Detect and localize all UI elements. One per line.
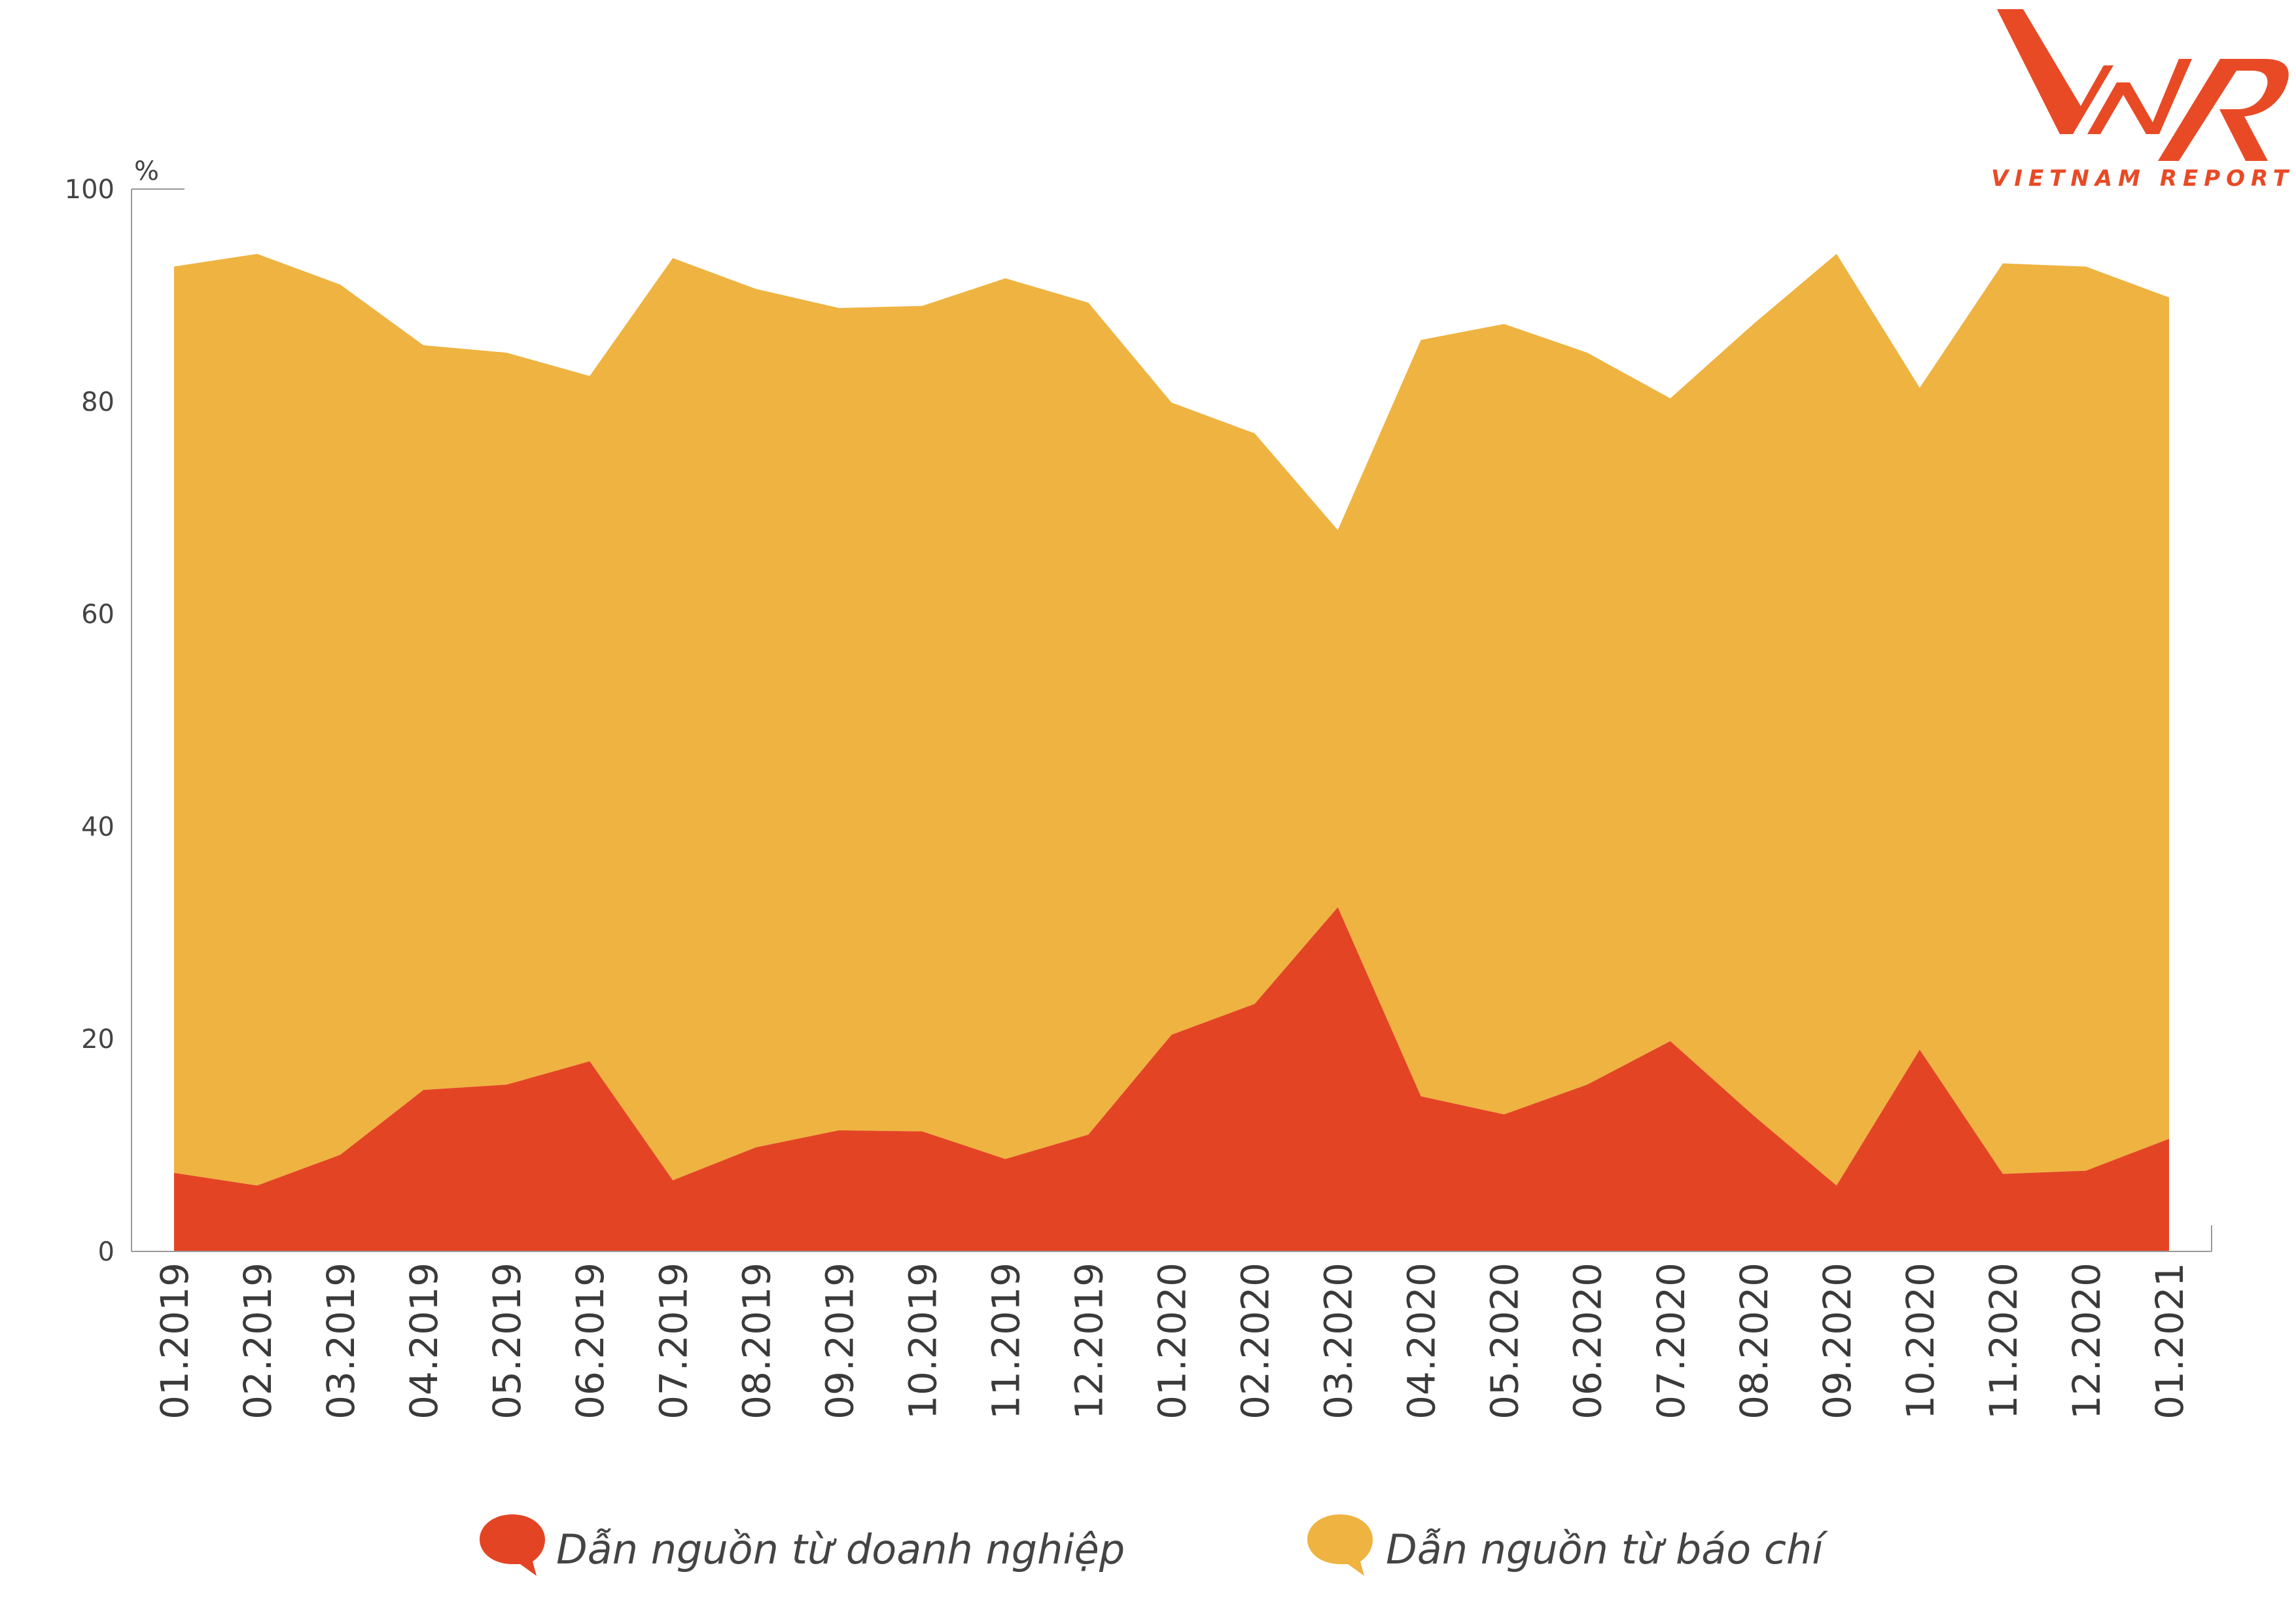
y-tick-label: 0 bbox=[98, 1237, 115, 1267]
x-tick-label: 09.2019 bbox=[817, 1263, 862, 1420]
y-tick-labels: 0 20 40 60 80 100 bbox=[65, 175, 115, 1267]
x-tick-label: 10.2020 bbox=[1898, 1263, 1943, 1420]
y-tick-label: 80 bbox=[81, 387, 115, 417]
x-tick-label: 01.2021 bbox=[2147, 1263, 2192, 1420]
area-series-1 bbox=[174, 254, 2169, 1186]
x-tick-label: 02.2019 bbox=[236, 1263, 280, 1420]
x-tick-label: 04.2020 bbox=[1400, 1263, 1444, 1420]
x-tick-label: 06.2020 bbox=[1566, 1263, 1610, 1420]
y-axis-unit: % bbox=[134, 156, 159, 186]
x-tick-label: 12.2019 bbox=[1067, 1263, 1111, 1420]
legend: Dẫn nguồn từ doanh nghiệp Dẫn nguồn từ b… bbox=[480, 1514, 1828, 1576]
y-tick-label: 20 bbox=[81, 1024, 115, 1055]
legend-item-bao-chi: Dẫn nguồn từ báo chí bbox=[1307, 1514, 1828, 1576]
legend-label-doanh-nghiep: Dẫn nguồn từ doanh nghiệp bbox=[556, 1526, 1125, 1573]
x-tick-label: 02.2020 bbox=[1233, 1263, 1278, 1420]
x-tick-label: 10.2019 bbox=[900, 1263, 945, 1420]
areas-layer bbox=[174, 254, 2169, 1251]
logo-r bbox=[2158, 59, 2289, 161]
x-tick-label: 09.2020 bbox=[1815, 1263, 1860, 1420]
x-tick-label: 03.2020 bbox=[1316, 1263, 1361, 1420]
logo-text: VIETNAM REPORT bbox=[1991, 166, 2294, 192]
x-tick-label: 04.2019 bbox=[402, 1263, 446, 1420]
y-tick-label: 100 bbox=[65, 175, 115, 205]
x-tick-label: 11.2020 bbox=[1981, 1263, 2026, 1420]
axes: % bbox=[131, 156, 2212, 1252]
x-tick-label: 08.2019 bbox=[734, 1263, 779, 1420]
speech-bubble-icon-red bbox=[480, 1514, 545, 1576]
x-tick-label: 03.2019 bbox=[319, 1263, 363, 1420]
legend-item-doanh-nghiep: Dẫn nguồn từ doanh nghiệp bbox=[480, 1514, 1125, 1576]
area-series-0 bbox=[174, 907, 2169, 1251]
x-tick-label: 05.2020 bbox=[1483, 1263, 1527, 1420]
y-tick-label: 40 bbox=[81, 812, 115, 842]
x-tick-label: 07.2020 bbox=[1649, 1263, 1693, 1420]
x-tick-label: 12.2020 bbox=[2064, 1263, 2109, 1420]
legend-label-bao-chi: Dẫn nguồn từ báo chí bbox=[1386, 1526, 1828, 1573]
x-tick-label: 08.2020 bbox=[1732, 1263, 1776, 1420]
y-tick-label: 60 bbox=[81, 600, 115, 630]
x-tick-label: 06.2019 bbox=[568, 1263, 612, 1420]
x-tick-label: 11.2019 bbox=[983, 1263, 1028, 1420]
vietnam-report-logo: VIETNAM REPORT bbox=[1991, 9, 2294, 192]
logo-v bbox=[1997, 9, 2113, 134]
x-tick-label: 01.2020 bbox=[1150, 1263, 1195, 1420]
x-tick-label: 07.2019 bbox=[651, 1263, 696, 1420]
x-tick-label: 01.2019 bbox=[152, 1263, 197, 1420]
logo-n bbox=[2087, 59, 2192, 134]
speech-bubble-icon-yellow bbox=[1307, 1514, 1373, 1576]
x-tick-label: 05.2019 bbox=[485, 1263, 529, 1420]
x-tick-labels: 01.2019 02.2019 03.2019 04.2019 05.2019 06.20… bbox=[152, 1263, 2192, 1420]
